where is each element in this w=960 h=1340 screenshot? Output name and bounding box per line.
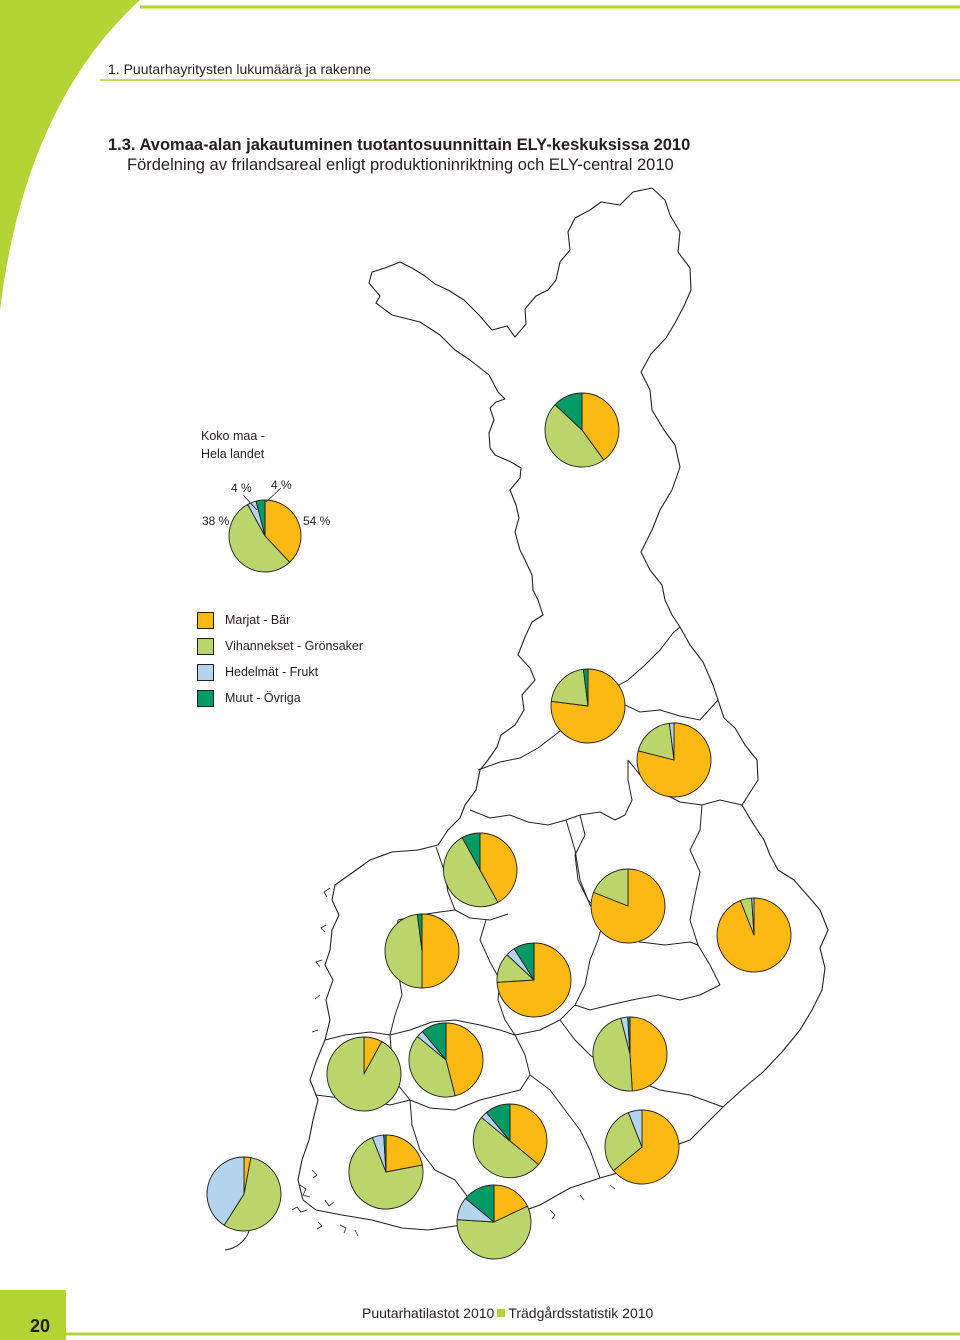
border-karjala [689,804,721,986]
legend-swatch-berries [197,612,214,629]
legend-label-berries: Marjat - Bär [225,613,291,627]
page-number: 20 [30,1316,51,1336]
chart-title-sv: Fördelning av frilandsareal enligt produ… [127,156,674,174]
pie-slice-other [255,499,266,537]
pie-slice-berries [550,668,626,744]
pie-pohjanmaa [384,913,460,989]
pie-slice-vegetables [326,1036,402,1112]
national-pct-berries: 38 % [202,514,230,528]
pie-keski-suomi [496,942,572,1018]
pie-etel-savo [592,1016,668,1092]
pie-slice-berries [479,832,518,903]
pct-leader-line [242,494,258,511]
border-uusimaa-east [529,1074,601,1179]
footer-publication-sv: Trädgårdsstatistik 2010 [508,1305,654,1321]
national-pct-other: 4 % [271,478,292,492]
legend-swatch-vegetables [197,638,214,655]
pie-slice-vegetables [456,1205,532,1260]
pie-pirkanmaa [408,1022,484,1098]
pie-h-me [472,1103,548,1179]
pie-slice-berries [496,942,572,1018]
legend-label-other: Muut - Övriga [225,691,301,705]
pie-slice-berries [493,1184,528,1223]
pie-ahvenanmaa [206,1156,282,1232]
pie-slice-berries [385,1134,423,1173]
pie-slice-other [383,1134,387,1173]
national-pct-vegetables: 54 % [303,514,331,528]
pie-slice-berries [716,897,792,973]
pie-slice-berries [421,913,460,989]
pie-slice-vegetables [604,1112,643,1172]
pie-slice-fruit [668,722,675,761]
pie-slice-berries [264,499,302,563]
coast-bothnia [311,887,331,1033]
legend-label-fruit: Hedelmät - Frukt [225,665,319,679]
section-header: 1. Puutarhayritysten lukumäärä ja rakenn… [108,61,372,77]
national-label-fi: Koko maa - [201,429,265,443]
pie-slice-other [416,913,423,952]
pie-slice-berries [509,1103,548,1166]
pie-satakunta [326,1036,402,1112]
pie-slice-berries [590,868,666,944]
pie-slice-other [465,1184,495,1223]
footer-separator-dot [497,1309,506,1317]
pie-etel-pohjanmaa [443,832,518,908]
border-etela-savo-south [574,984,721,1011]
pie-slice-berries [613,1109,680,1185]
pie-slice-other [582,668,589,707]
pie-kaakkois-suomi [604,1109,680,1185]
legend-swatch-fruit [197,664,214,681]
border-keski-suomi-east [514,819,605,1036]
pie-slice-fruit [751,897,755,936]
archipelago-turku [291,1169,359,1237]
pie-slice-berries [629,1016,668,1092]
green-corner-shape [0,0,140,310]
pie-slice-other [627,1016,631,1055]
pie-slice-vegetables [443,837,499,908]
pie-slice-vegetables [228,504,291,573]
pie-slice-other [554,392,583,431]
legend-swatch-other [197,690,214,707]
pie-slice-berries [636,722,712,798]
pie-slice-other [485,1103,511,1142]
pie-slice-other [421,1022,447,1061]
pie-varsinais-suomi [348,1134,424,1210]
pie-slice-vegetables [550,668,589,707]
national-label-sv: Hela landet [201,447,265,461]
pie-pohjois-savo [590,868,666,944]
pie-slice-vegetables [593,868,629,907]
pie-slice-vegetables [544,404,605,468]
pie-lappi [544,392,620,468]
pie-slice-vegetables [223,1157,282,1232]
pct-leader-line [265,487,282,503]
pie-kainuu [550,668,626,744]
pie-slice-other [461,832,481,871]
pie-slice-vegetables [384,913,423,989]
pie-slice-vegetables [637,722,675,761]
pie-slice-vegetables [592,1017,633,1092]
footer-publication-fi: Puutarhatilastot 2010 [362,1305,495,1321]
legend-label-vegetables: Vihannekset - Grönsaker [225,639,364,653]
pie-slice-berries [445,1022,484,1097]
pie-uusimaa [456,1184,532,1260]
pie-slice-fruit [206,1156,245,1226]
pie-slice-vegetables [348,1137,424,1210]
pie-koko-maa [228,499,302,573]
national-pct-fruit: 4 % [231,481,252,495]
pie-slice-fruit [627,1109,643,1148]
pie-slice-berries [581,392,620,461]
footer-publication: Puutarhatilastot 2010 Trädgårdsstatistik … [362,1305,653,1321]
pie-pohjois-pohjanmaa [636,722,712,798]
pie-pohjois-karjala [716,897,792,973]
pie-slice-vegetables [472,1116,539,1179]
chart-title-fi: 1.3. Avomaa-alan jakautuminen tuotantosu… [108,136,691,154]
border-satakunta [324,1019,516,1041]
pie-slice-vegetables [408,1035,456,1098]
page-number-box [0,1290,66,1340]
pie-slice-other [513,942,535,981]
